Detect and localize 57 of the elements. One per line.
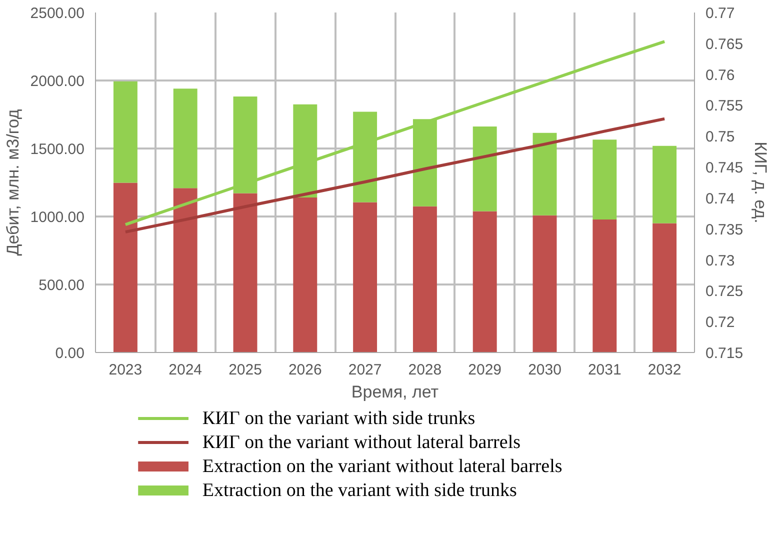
bar: [652, 146, 677, 224]
x-tick-label: 2026: [288, 362, 322, 378]
bar: [173, 188, 198, 352]
x-axis-title: Время, лет: [351, 382, 439, 402]
bar: [293, 104, 318, 198]
bar: [652, 223, 677, 352]
x-tick-label: 2032: [648, 362, 682, 378]
x-tick-label: 2028: [408, 362, 442, 378]
y2-tick-label: 0.735: [706, 221, 744, 238]
y2-tick-label: 0.725: [706, 283, 744, 300]
bar: [233, 193, 258, 352]
y2-tick-label: 0.76: [706, 66, 735, 84]
y2-tick-label: 0.77: [706, 5, 735, 22]
y-tick-label: 500.00: [38, 277, 85, 294]
legend-label: Extraction on the variant with side trunks: [202, 480, 517, 501]
y2-tick-label: 0.74: [706, 190, 735, 208]
legend-label: Extraction on the variant without lateral barrels: [202, 456, 562, 477]
bar: [412, 119, 437, 206]
x-tick-label: 2025: [228, 362, 262, 378]
y-tick-label: 0.00: [55, 345, 85, 362]
y2-tick-label: 0.72: [706, 314, 735, 332]
bar: [592, 140, 617, 220]
y2-tick-label: 0.715: [706, 345, 744, 362]
legend-label: КИГ on the variant without lateral barrels: [202, 432, 520, 453]
bar: [532, 132, 557, 216]
bar: [412, 206, 437, 352]
bar: [472, 126, 497, 212]
bar: [113, 182, 138, 352]
bar: [233, 96, 258, 194]
bar: [113, 81, 138, 183]
y2-tick-label: 0.745: [706, 160, 744, 177]
bar: [173, 88, 198, 188]
bar: [293, 197, 318, 352]
y-tick-label: 1000.00: [30, 209, 85, 226]
x-tick-label: 2029: [468, 362, 502, 378]
y-axis-title: Дебит, млн. м3/год: [3, 109, 22, 256]
bar: [592, 219, 617, 352]
y2-tick-label: 0.73: [706, 252, 735, 270]
x-tick-label: 2023: [108, 362, 142, 378]
line-series: [124, 40, 666, 226]
x-tick-label: 2027: [348, 362, 382, 378]
line-series: [124, 117, 666, 234]
y2-tick-label: 0.765: [706, 36, 744, 53]
y2-tick-label: 0.75: [706, 128, 735, 146]
y-tick-label: 2000.00: [30, 73, 85, 90]
bar: [353, 112, 378, 202]
x-tick-label: 2024: [168, 362, 202, 378]
y-tick-label: 2500.00: [30, 5, 85, 22]
legend-label: КИГ on the variant with side trunks: [202, 408, 476, 429]
bar: [472, 211, 497, 352]
x-tick-label: 2030: [528, 362, 562, 378]
y2-axis-title: КИГ, д. ед.: [751, 142, 770, 224]
y-tick-label: 1500.00: [30, 141, 85, 158]
bar: [532, 215, 557, 352]
x-tick-label: 2031: [588, 362, 622, 378]
y2-tick-label: 0.755: [706, 98, 744, 115]
bar: [353, 202, 378, 352]
